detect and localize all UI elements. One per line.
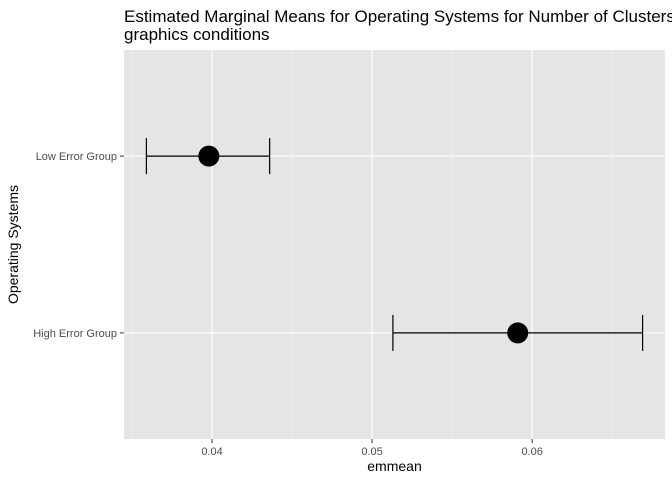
emmean-point: [198, 145, 220, 167]
chart-title-line-1: Estimated Marginal Means for Operating S…: [124, 7, 672, 26]
x-axis-title: emmean: [367, 458, 421, 474]
y-tick-label: High Error Group: [33, 328, 117, 340]
emmean-point: [507, 322, 529, 344]
x-tick-label: 0.06: [521, 446, 542, 458]
x-tick-label: 0.05: [361, 446, 382, 458]
tick-labels: 0.04 0.05 0.06 High Error Group Low Error Gr…: [33, 151, 543, 458]
y-tick-label: Low Error Group: [36, 151, 117, 163]
x-tick-label: 0.04: [201, 446, 222, 458]
data-marks: [145, 138, 644, 351]
plot-panel: [124, 50, 665, 439]
grid-minor: [131, 50, 613, 439]
chart-title-line-2: graphics conditions: [124, 25, 270, 44]
axis-ticks: [120, 155, 533, 443]
y-axis-title: Operating Systems: [5, 185, 21, 304]
